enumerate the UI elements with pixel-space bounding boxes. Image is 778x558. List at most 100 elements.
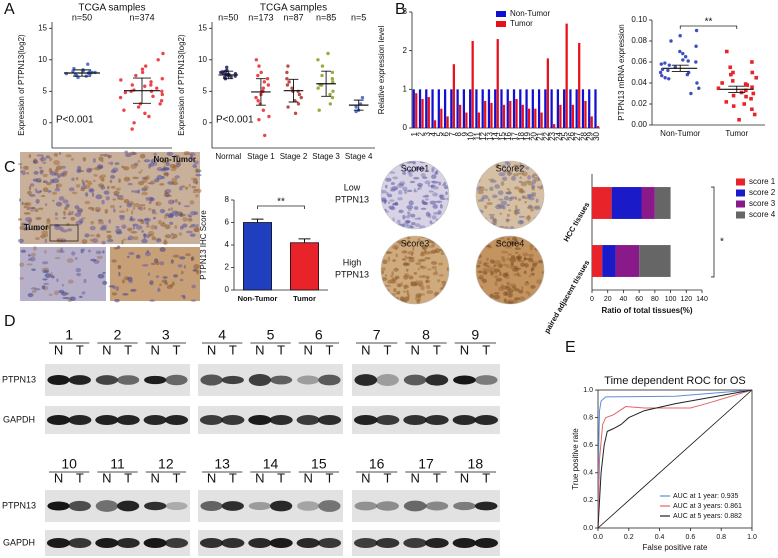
tissue-cell: [118, 197, 124, 201]
row-label: PTPN13: [2, 500, 36, 510]
tissue-cell: [387, 167, 391, 171]
y-tick-label: 0: [203, 118, 208, 127]
tissue-cell: [87, 206, 95, 210]
panel-label: C: [4, 159, 16, 176]
data-point: [328, 92, 332, 97]
tissue-cell: [167, 199, 175, 205]
tissue-cell: [509, 246, 512, 249]
tissue-cell: [42, 270, 50, 274]
y-tick-label: 0.0: [583, 525, 593, 532]
bar-segment: [615, 245, 640, 277]
bar: [475, 89, 478, 128]
tissue-cell: [538, 239, 544, 245]
tissue-cell: [384, 184, 388, 189]
bar: [446, 116, 449, 128]
lane-label: N: [151, 470, 160, 485]
data-point: [285, 70, 289, 75]
tissue-cell: [444, 223, 449, 228]
tissue-cell: [54, 217, 59, 220]
group-label: PTPN13: [335, 194, 369, 204]
tissue-cell: [123, 199, 130, 204]
tissue-cell: [479, 242, 486, 248]
tissue-cell: [174, 198, 178, 203]
x-tick-label: 14: [492, 131, 501, 140]
tissue-cell: [115, 226, 120, 229]
tissue-cell: [127, 227, 133, 232]
tissue-cell: [124, 150, 129, 154]
tissue-cell: [493, 264, 497, 267]
data-point: [151, 94, 155, 99]
tissue-cell: [489, 186, 494, 192]
data-point: [261, 86, 266, 90]
tissue-cell: [193, 188, 198, 191]
bar: [509, 100, 512, 128]
blot-band: [425, 501, 449, 511]
x-tick-label: 24: [554, 131, 563, 140]
tissue-cell: [32, 246, 37, 251]
tissue-cell: [84, 200, 91, 205]
x-tick-label: 25: [561, 131, 570, 140]
tissue-cell: [429, 200, 437, 205]
tissue-cell: [441, 225, 448, 229]
significance-label: *: [720, 237, 724, 248]
tissue-cell: [110, 161, 114, 166]
tissue-cell: [145, 225, 151, 228]
tissue-cell: [437, 279, 441, 283]
data-point: [659, 62, 664, 66]
tissue-cell: [54, 212, 59, 216]
tissue-cell: [440, 161, 447, 164]
tissue-cell: [105, 230, 112, 233]
panel-label: E: [565, 339, 576, 356]
lane-label: N: [410, 342, 419, 357]
lane-label: N: [207, 342, 216, 357]
y-axis-label: Expression of PTPN13(log2): [17, 34, 26, 136]
tissue-cell: [81, 179, 84, 183]
tissue-cell: [382, 259, 388, 265]
y-tick-label: 0.02: [631, 99, 647, 108]
y-tick-label: 0: [225, 285, 230, 294]
tissue-cell: [84, 233, 90, 238]
tissue-cell: [143, 206, 146, 210]
tissue-cell: [435, 169, 439, 175]
tissue-cell: [431, 166, 435, 172]
tissue-cell: [398, 209, 404, 214]
tissue-cell: [520, 181, 528, 187]
data-point: [285, 83, 290, 87]
tissue-cell: [71, 191, 78, 195]
tissue-cell: [516, 172, 524, 175]
tissue-cell: [144, 251, 151, 257]
data-point: [728, 65, 733, 70]
tissue-cell: [43, 282, 50, 285]
core-outline: [380, 235, 450, 305]
tissue-cell: [516, 241, 521, 245]
blot-band: [318, 500, 341, 512]
x-tick-label: 3: [423, 131, 432, 136]
tissue-cell: [159, 283, 162, 287]
x-tick-label: 15: [498, 131, 507, 140]
lane-label: T: [124, 342, 132, 357]
tissue-cell: [413, 206, 419, 210]
x-tick-label: 30: [592, 131, 601, 140]
tissue-cell: [118, 178, 121, 183]
data-point: [316, 86, 320, 90]
tissue-cell: [91, 192, 94, 197]
legend-label: score 1: [749, 177, 776, 186]
tissue-cell: [56, 278, 59, 283]
tissue-cell: [411, 222, 416, 226]
tissue-image: [19, 246, 108, 303]
tissue-cell: [431, 242, 436, 247]
tissue-cell: [398, 240, 404, 245]
x-tick-label: 0.0: [593, 534, 603, 541]
bar: [525, 89, 528, 128]
x-tick-label: 0: [590, 296, 594, 303]
tissue-cell: [148, 207, 152, 211]
tissue-cell: [479, 298, 484, 301]
tissue-cell: [190, 223, 196, 228]
x-tick-label: 23: [548, 131, 557, 140]
tissue-cell: [94, 167, 101, 171]
tissue-cell: [36, 227, 40, 231]
tissue-cell: [514, 167, 518, 172]
bar: [537, 89, 541, 128]
bar: [527, 108, 531, 128]
tissue-cell: [193, 160, 199, 165]
